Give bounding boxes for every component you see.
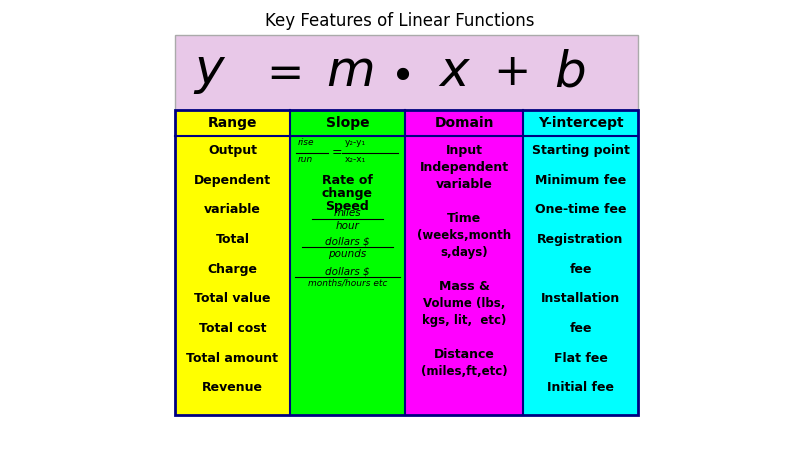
Text: Mass &: Mass & bbox=[438, 280, 490, 293]
Text: Revenue: Revenue bbox=[202, 381, 263, 394]
Text: Range: Range bbox=[208, 116, 258, 130]
Text: dollars $: dollars $ bbox=[325, 266, 370, 276]
Text: hour: hour bbox=[335, 221, 359, 231]
Text: =: = bbox=[332, 147, 342, 159]
Text: rise: rise bbox=[298, 138, 314, 147]
Bar bbox=[523, 136, 638, 415]
Text: Independent: Independent bbox=[419, 161, 509, 174]
Text: $\it{y}$: $\it{y}$ bbox=[194, 49, 226, 96]
Text: Speed: Speed bbox=[326, 200, 370, 213]
Text: Total cost: Total cost bbox=[198, 322, 266, 335]
Text: Dependent: Dependent bbox=[194, 174, 271, 187]
Text: Flat fee: Flat fee bbox=[554, 351, 607, 364]
Text: y₂-y₁: y₂-y₁ bbox=[345, 138, 366, 147]
Text: fee: fee bbox=[570, 322, 592, 335]
Text: dollars $: dollars $ bbox=[325, 236, 370, 246]
Text: Initial fee: Initial fee bbox=[547, 381, 614, 394]
Text: Minimum fee: Minimum fee bbox=[535, 174, 626, 187]
Text: $\it{b}$: $\it{b}$ bbox=[554, 49, 586, 96]
Bar bbox=[405, 136, 523, 415]
Text: Total amount: Total amount bbox=[186, 351, 278, 364]
Text: Key Features of Linear Functions: Key Features of Linear Functions bbox=[266, 12, 534, 30]
Text: Distance: Distance bbox=[434, 348, 494, 361]
Text: Y-intercept: Y-intercept bbox=[538, 116, 623, 130]
Text: Rate of: Rate of bbox=[322, 174, 373, 187]
Text: $+$: $+$ bbox=[493, 51, 527, 94]
Text: s,days): s,days) bbox=[440, 246, 488, 259]
Text: miles: miles bbox=[334, 208, 362, 218]
Text: (weeks,month: (weeks,month bbox=[417, 229, 511, 242]
Text: Domain: Domain bbox=[434, 116, 494, 130]
Text: Installation: Installation bbox=[541, 292, 620, 306]
Text: $=$: $=$ bbox=[258, 51, 302, 94]
Text: Time: Time bbox=[447, 212, 481, 225]
Text: run: run bbox=[298, 155, 314, 164]
Text: $\it{x}$: $\it{x}$ bbox=[438, 49, 472, 96]
Text: Charge: Charge bbox=[207, 263, 258, 276]
Text: Starting point: Starting point bbox=[531, 144, 630, 157]
Text: variable: variable bbox=[435, 178, 493, 191]
Bar bbox=[175, 110, 638, 415]
Text: Total: Total bbox=[215, 233, 250, 246]
Bar bbox=[175, 136, 290, 415]
Text: Slope: Slope bbox=[326, 116, 370, 130]
Bar bbox=[290, 136, 405, 415]
Text: Volume (lbs,: Volume (lbs, bbox=[423, 297, 505, 310]
Text: One-time fee: One-time fee bbox=[534, 203, 626, 216]
Text: Input: Input bbox=[446, 144, 482, 157]
Text: kgs, lit,  etc): kgs, lit, etc) bbox=[422, 314, 506, 327]
Bar bbox=[175, 35, 638, 110]
Text: months/hours etc: months/hours etc bbox=[308, 279, 387, 288]
Text: Output: Output bbox=[208, 144, 257, 157]
Text: Total value: Total value bbox=[194, 292, 270, 306]
Text: $\bullet$: $\bullet$ bbox=[390, 51, 410, 94]
Text: change: change bbox=[322, 187, 373, 200]
Bar bbox=[523, 110, 638, 136]
Text: (miles,ft,etc): (miles,ft,etc) bbox=[421, 365, 507, 378]
Text: pounds: pounds bbox=[328, 249, 366, 259]
Bar bbox=[405, 110, 523, 136]
Bar bbox=[290, 110, 405, 136]
Text: Registration: Registration bbox=[538, 233, 624, 246]
Text: variable: variable bbox=[204, 203, 261, 216]
Text: x₂-x₁: x₂-x₁ bbox=[345, 155, 366, 164]
Text: fee: fee bbox=[570, 263, 592, 276]
Text: $\it{m}$: $\it{m}$ bbox=[326, 49, 374, 96]
Bar bbox=[175, 110, 290, 136]
